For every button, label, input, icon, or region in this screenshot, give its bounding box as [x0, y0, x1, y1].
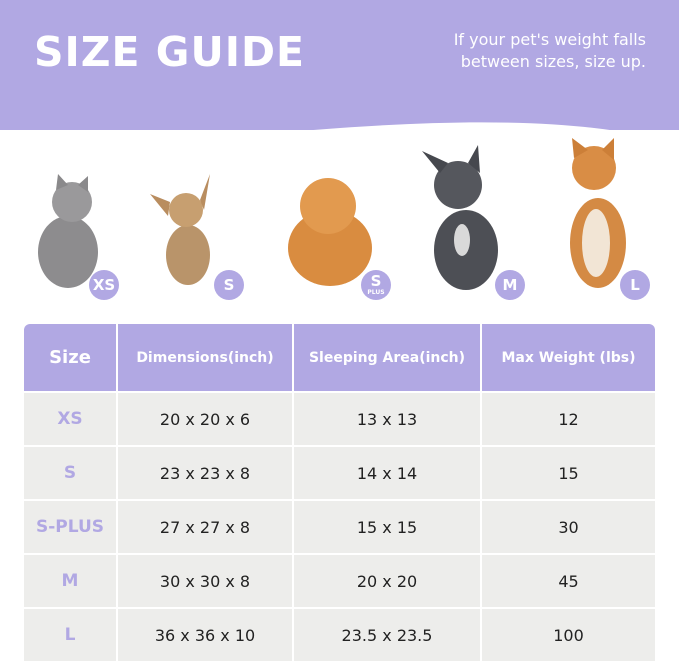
- size-cell: XS: [24, 393, 116, 445]
- shiba-inu-image: [570, 138, 626, 288]
- pomeranian-image: [288, 178, 372, 286]
- size-badge-m: M: [495, 270, 525, 300]
- max-weight-cell: 15: [482, 447, 655, 499]
- max-weight-cell: 45: [482, 555, 655, 607]
- table-row: XS 20 x 20 x 6 13 x 13 12: [24, 393, 655, 445]
- max-weight-cell: 30: [482, 501, 655, 553]
- chihuahua-image: [150, 174, 210, 285]
- sleeping-area-cell: 23.5 x 23.5: [294, 609, 480, 661]
- size-cell: M: [24, 555, 116, 607]
- header-size: Size: [24, 324, 116, 391]
- cat-image: [38, 174, 98, 288]
- french-bulldog-image: [422, 145, 498, 290]
- header-max-weight: Max Weight (lbs): [482, 324, 655, 391]
- dimensions-cell: 27 x 27 x 8: [118, 501, 292, 553]
- sleeping-area-cell: 13 x 13: [294, 393, 480, 445]
- dimensions-cell: 36 x 36 x 10: [118, 609, 292, 661]
- table-row: S 23 x 23 x 8 14 x 14 15: [24, 447, 655, 499]
- header-banner: [0, 0, 679, 130]
- page-title: SIZE GUIDE: [34, 28, 306, 76]
- sizing-note: If your pet's weight falls between sizes…: [453, 30, 646, 71]
- size-cell: L: [24, 609, 116, 661]
- header-sleeping-area: Sleeping Area(inch): [294, 324, 480, 391]
- dimensions-cell: 20 x 20 x 6: [118, 393, 292, 445]
- sleeping-area-cell: 20 x 20: [294, 555, 480, 607]
- sleeping-area-cell: 14 x 14: [294, 447, 480, 499]
- size-badge-xs: XS: [89, 270, 119, 300]
- dimensions-cell: 30 x 30 x 8: [118, 555, 292, 607]
- table-row: L 36 x 36 x 10 23.5 x 23.5 100: [24, 609, 655, 661]
- dimensions-cell: 23 x 23 x 8: [118, 447, 292, 499]
- max-weight-cell: 12: [482, 393, 655, 445]
- size-badge-l: L: [620, 270, 650, 300]
- table-row: S-PLUS 27 x 27 x 8 15 x 15 30: [24, 501, 655, 553]
- size-cell: S: [24, 447, 116, 499]
- size-badge-s: S: [214, 270, 244, 300]
- sleeping-area-cell: 15 x 15: [294, 501, 480, 553]
- table-header: Size Dimensions(inch) Sleeping Area(inch…: [24, 324, 655, 391]
- table-row: M 30 x 30 x 8 20 x 20 45: [24, 555, 655, 607]
- header-dimensions: Dimensions(inch): [118, 324, 292, 391]
- max-weight-cell: 100: [482, 609, 655, 661]
- size-cell: S-PLUS: [24, 501, 116, 553]
- size-badge-s-plus: S PLUS: [361, 270, 391, 300]
- size-table: Size Dimensions(inch) Sleeping Area(inch…: [24, 324, 655, 663]
